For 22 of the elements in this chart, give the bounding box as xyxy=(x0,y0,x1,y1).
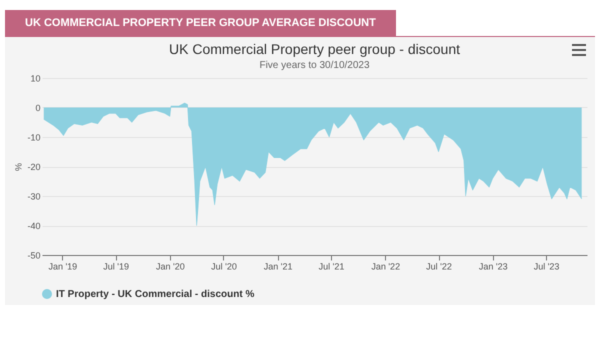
x-tick-label: Jan '19 xyxy=(48,262,78,272)
y-tick-label: -50 xyxy=(27,250,40,260)
y-tick-label: 10 xyxy=(30,74,40,84)
legend-label: IT Property - UK Commercial - discount % xyxy=(56,289,254,300)
chart-subtitle: Five years to 30/10/2023 xyxy=(259,60,370,71)
chart-title: UK Commercial Property peer group - discount xyxy=(168,41,460,57)
y-tick-label: -10 xyxy=(27,132,40,142)
x-tick-label: Jan '23 xyxy=(478,262,508,272)
x-tick-label: Jan '22 xyxy=(371,262,400,272)
y-tick-label: -20 xyxy=(27,162,40,172)
x-tick-label: Jul '22 xyxy=(426,262,452,272)
y-axis-title: % xyxy=(13,162,24,172)
x-tick-label: Jul '19 xyxy=(103,262,130,272)
y-tick-label: -40 xyxy=(27,221,40,231)
x-tick-label: Jul '20 xyxy=(211,262,237,272)
y-tick-label: 0 xyxy=(35,103,40,113)
x-tick-label: Jul '21 xyxy=(318,262,344,272)
x-tick-label: Jul '23 xyxy=(534,262,560,272)
text: UK COMMERCIAL PROPERTY PEER GROUP AVERAGE DISCOUNT xyxy=(5,10,396,36)
x-tick-label: Jan '20 xyxy=(156,262,185,272)
x-tick-label: Jan '21 xyxy=(264,262,293,272)
y-tick-label: -30 xyxy=(27,192,40,202)
